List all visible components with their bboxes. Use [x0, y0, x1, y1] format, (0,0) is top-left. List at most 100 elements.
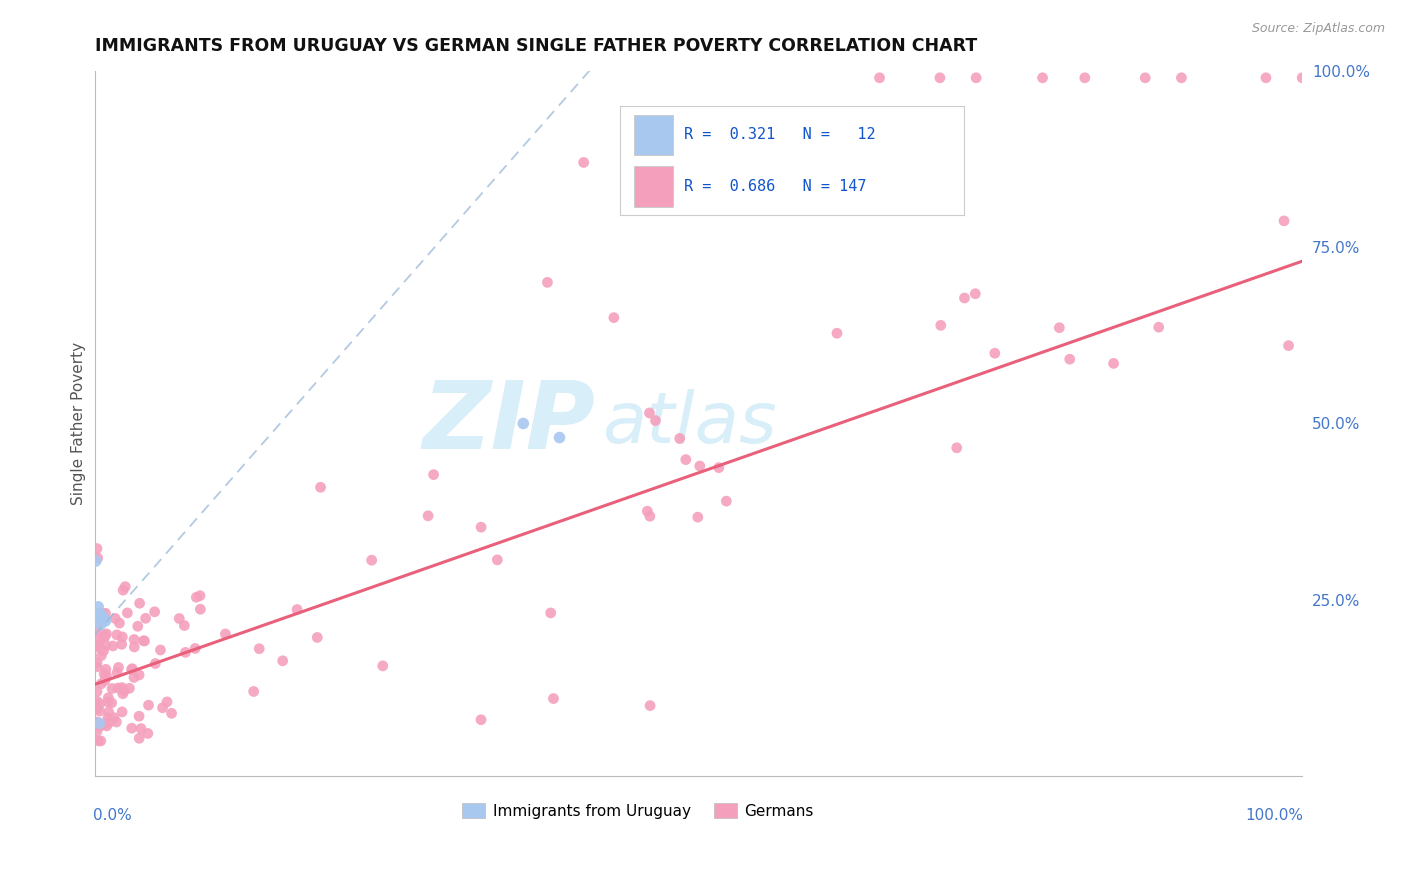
Point: [128, 709, 150, 723]
Point: [86, 551, 108, 566]
Point: [86, 610, 108, 624]
Point: [1147, 320, 1170, 334]
Point: [965, 286, 987, 301]
Point: [1047, 320, 1070, 334]
Point: [87, 624, 110, 638]
Point: [945, 441, 967, 455]
Point: [929, 318, 952, 333]
Point: [90, 606, 112, 620]
Point: [86, 694, 108, 708]
Point: [572, 155, 595, 169]
Point: [543, 691, 565, 706]
Point: [138, 698, 160, 713]
Point: [1277, 338, 1299, 352]
Legend: Immigrants from Uruguay, Germans: Immigrants from Uruguay, Germans: [456, 797, 820, 825]
Point: [152, 700, 174, 714]
Point: [540, 606, 562, 620]
Point: [94, 607, 117, 621]
Point: [97, 695, 120, 709]
Point: [285, 602, 308, 616]
Point: [87, 638, 110, 652]
Point: [184, 641, 207, 656]
Point: [470, 713, 492, 727]
Point: [111, 681, 134, 695]
Point: [86, 656, 108, 670]
Point: [111, 630, 134, 644]
Point: [668, 432, 690, 446]
Point: [134, 634, 156, 648]
Point: [86, 660, 108, 674]
Point: [105, 714, 128, 729]
Point: [94, 662, 117, 676]
Point: [107, 660, 129, 674]
Point: [114, 580, 136, 594]
Point: [89, 704, 111, 718]
Point: [96, 669, 118, 683]
Point: [105, 665, 128, 680]
Point: [143, 605, 166, 619]
Point: [96, 627, 118, 641]
Point: [121, 721, 143, 735]
Point: [422, 467, 444, 482]
Point: [620, 177, 643, 191]
Point: [86, 541, 108, 556]
Point: [188, 602, 211, 616]
Point: [173, 618, 195, 632]
Point: [309, 480, 332, 494]
Point: [90, 607, 112, 621]
Point: [89, 610, 111, 624]
Point: [360, 553, 382, 567]
Point: [90, 648, 112, 663]
Point: [486, 553, 509, 567]
Point: [94, 639, 117, 653]
Point: [90, 607, 112, 621]
Point: [1032, 70, 1054, 85]
Point: [93, 613, 115, 627]
Point: [87, 734, 110, 748]
Point: [242, 684, 264, 698]
Text: 100.0%: 100.0%: [1246, 808, 1303, 823]
Point: [104, 611, 127, 625]
Point: [89, 616, 111, 631]
Point: [105, 628, 128, 642]
Point: [86, 684, 108, 698]
Point: [1135, 70, 1157, 85]
Point: [90, 734, 112, 748]
Point: [90, 607, 112, 621]
Point: [94, 717, 117, 731]
Point: [103, 711, 125, 725]
Point: [86, 639, 108, 653]
Point: [107, 681, 129, 695]
Point: [416, 508, 439, 523]
Point: [1059, 352, 1081, 367]
Point: [86, 724, 108, 739]
Point: [97, 705, 120, 719]
Point: [128, 731, 150, 746]
Point: [128, 668, 150, 682]
Point: [129, 722, 152, 736]
Point: [111, 637, 134, 651]
Point: [174, 645, 197, 659]
Point: [118, 681, 141, 696]
Point: [127, 619, 149, 633]
Point: [94, 673, 117, 688]
Point: [97, 711, 120, 725]
Point: [112, 583, 135, 598]
Point: [132, 633, 155, 648]
Point: [1102, 356, 1125, 370]
Point: [90, 610, 112, 624]
Point: [638, 509, 661, 524]
Point: [86, 702, 108, 716]
Point: [93, 644, 115, 658]
Point: [111, 705, 134, 719]
Point: [108, 616, 131, 631]
Text: atlas: atlas: [602, 389, 776, 458]
Point: [117, 606, 139, 620]
Point: [93, 667, 115, 681]
Point: [603, 310, 626, 325]
Point: [371, 658, 394, 673]
Point: [149, 643, 172, 657]
Point: [638, 698, 661, 713]
Point: [111, 687, 134, 701]
Point: [984, 346, 1007, 360]
